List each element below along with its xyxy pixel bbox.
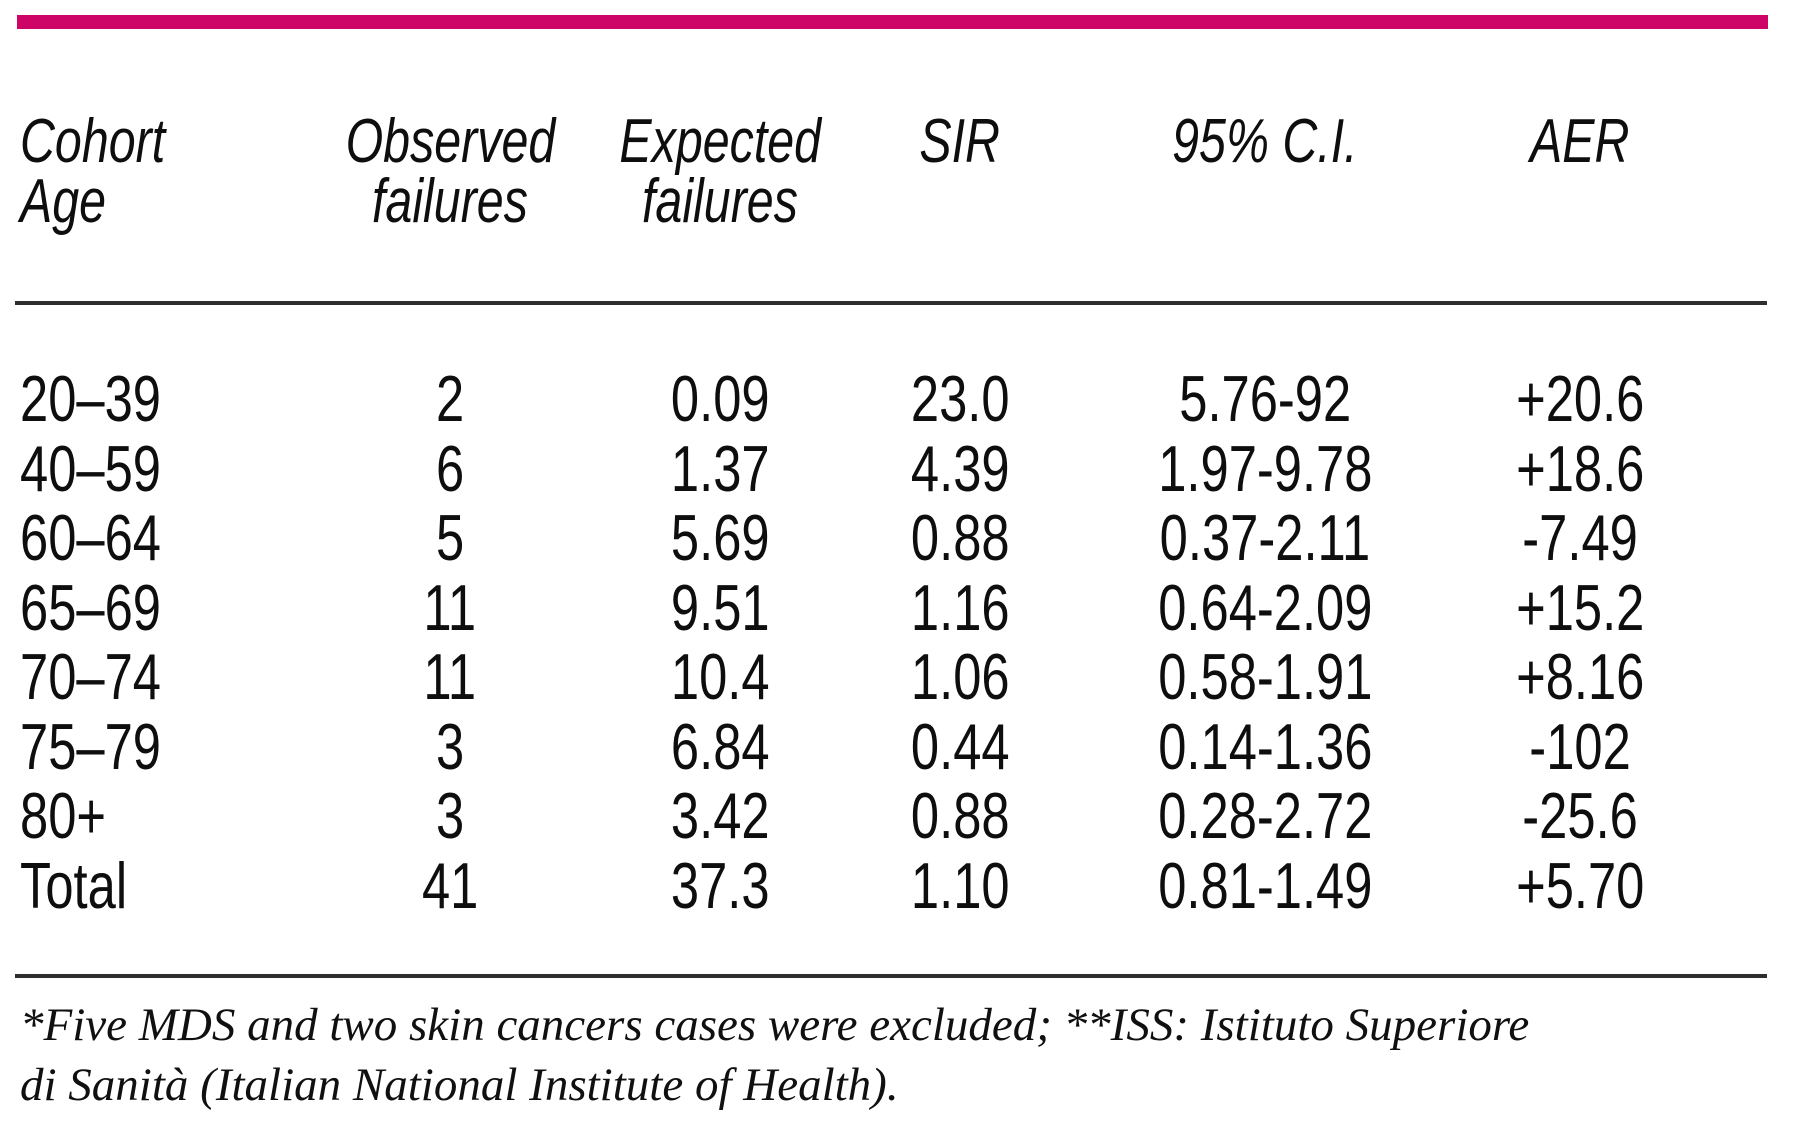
table-cell-ci: 0.14-1.36 [1157, 709, 1373, 783]
table-cell-observed: 5 [435, 501, 465, 574]
table-cell-aer: +15.2 [1515, 570, 1645, 644]
table-cell-age: 60–64 [20, 501, 161, 574]
table-cell-expected: 0.09 [670, 362, 770, 435]
table-cell-age: 65–69 [20, 570, 161, 644]
table-cell-ci: 0.81-1.49 [1157, 848, 1373, 922]
header-cohort-age: Cohort Age [20, 107, 166, 236]
table-cell-observed: 2 [435, 362, 465, 435]
table-cell-sir: 1.10 [910, 848, 1010, 922]
table-cell-ci: 5.76-92 [1179, 362, 1351, 435]
table-cell-aer: +18.6 [1515, 431, 1645, 505]
table-cell-sir: 1.16 [910, 570, 1010, 644]
table-cell-ci: 0.64-2.09 [1157, 570, 1373, 644]
table-cell-expected: 6.84 [670, 709, 770, 783]
table-cell-observed: 11 [423, 640, 477, 713]
table-cell-aer: +20.6 [1515, 362, 1645, 435]
table-cell-expected: 10.4 [670, 640, 770, 713]
table-cell-expected: 3.42 [670, 779, 770, 852]
header-divider-rule [15, 301, 1767, 305]
table-cell-age: 20–39 [20, 362, 161, 435]
table-cell-ci: 0.58-1.91 [1157, 640, 1373, 713]
table-cell-ci: 1.97-9.78 [1157, 431, 1373, 505]
table-cell-age: 40–59 [20, 431, 161, 505]
table-cell-aer: -25.6 [1522, 779, 1638, 852]
table-cell-aer: -102 [1529, 709, 1631, 783]
table-cell-observed: 3 [435, 779, 465, 852]
table-cell-observed: 11 [423, 570, 477, 644]
table-footnote: *Five MDS and two skin cancers cases wer… [20, 995, 1740, 1115]
table-cell-age: 70–74 [20, 640, 161, 713]
table-cell-expected: 5.69 [670, 501, 770, 574]
header-aer: AER [1530, 107, 1630, 176]
table-cell-ci: 0.37-2.11 [1159, 501, 1371, 574]
table-cell-observed: 41 [421, 848, 479, 922]
table-header-row: Cohort Age Observed failures Expected fa… [0, 107, 1680, 236]
table-cell-sir: 1.06 [910, 640, 1010, 713]
table-cell-sir: 0.44 [910, 709, 1010, 783]
table-cell-expected: 37.3 [670, 848, 770, 922]
table-cell-sir: 0.88 [910, 779, 1010, 852]
header-observed-failures: Observed failures [345, 107, 555, 236]
table-cell-observed: 6 [435, 431, 465, 505]
header-95-ci: 95% C.I. [1172, 107, 1358, 176]
top-accent-bar [17, 15, 1768, 29]
table-body: 20–39 2 0.09 23.0 5.76-92 +20.6 40–59 6 … [0, 364, 1680, 920]
footnote-line-2: di Sanità (Italian National Institute of… [20, 1059, 899, 1111]
header-expected-failures: Expected failures [619, 107, 821, 236]
table-cell-sir: 23.0 [910, 362, 1010, 435]
table-cell-age-total: Total [20, 848, 128, 922]
table-cell-expected: 9.51 [670, 570, 770, 644]
table-cell-ci: 0.28-2.72 [1157, 779, 1373, 852]
table-cell-age: 75–79 [20, 709, 161, 783]
header-sir: SIR [919, 107, 1001, 176]
table-cell-sir: 4.39 [910, 431, 1010, 505]
footnote-line-1: *Five MDS and two skin cancers cases wer… [20, 999, 1530, 1051]
table-cell-expected: 1.37 [670, 431, 770, 505]
table-cell-aer: +5.70 [1515, 848, 1645, 922]
table-cell-age: 80+ [20, 779, 107, 852]
table-cell-aer: +8.16 [1515, 640, 1645, 713]
table-cell-sir: 0.88 [910, 501, 1010, 574]
footer-divider-rule [15, 974, 1767, 978]
table-cell-observed: 3 [435, 709, 465, 783]
table-cell-aer: -7.49 [1522, 501, 1638, 574]
